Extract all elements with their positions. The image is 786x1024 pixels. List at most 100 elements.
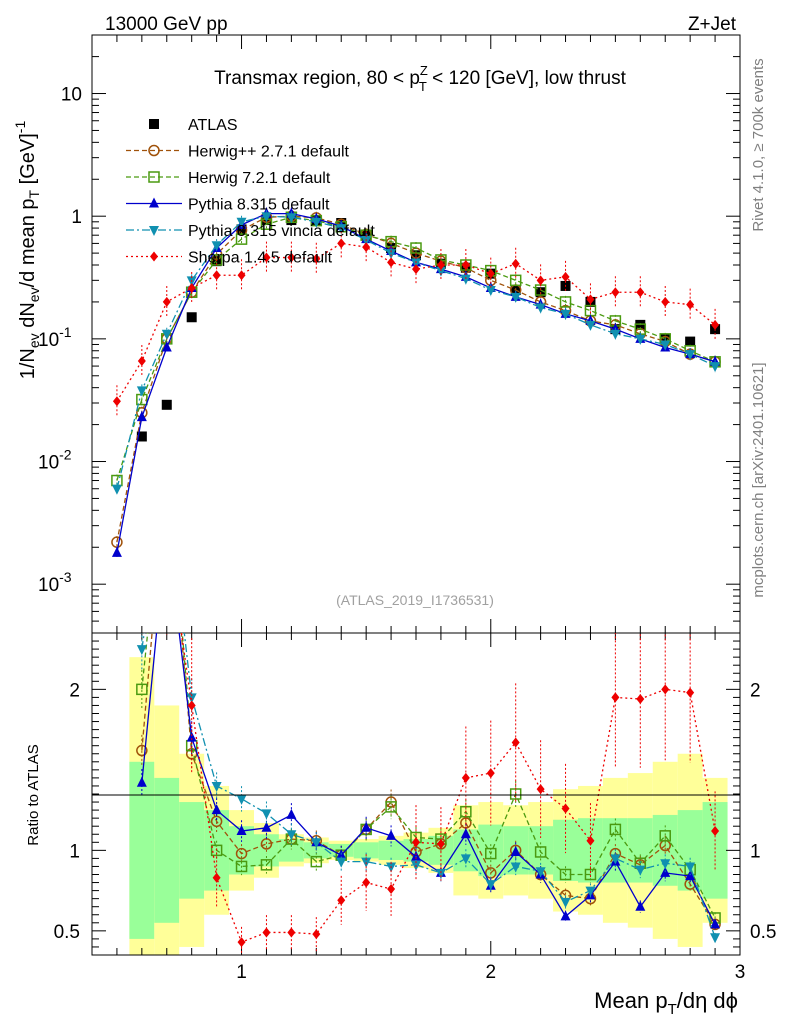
ratio-point-5-19 xyxy=(586,835,595,846)
y-tick-label--3: 10-3 xyxy=(38,569,72,596)
band-inner-10 xyxy=(353,842,379,859)
side-label-top: Rivet 4.1.0, ≥ 700k events xyxy=(750,58,767,231)
ratio-point-4-14 xyxy=(460,854,471,865)
ratio-tick-label-right-0.5: 0.5 xyxy=(750,922,776,943)
legend-marker-3 xyxy=(149,197,159,208)
ratio-point-4-8 xyxy=(311,838,322,849)
point-5-0 xyxy=(112,396,121,407)
ratio-point-5-6 xyxy=(262,927,271,938)
ratio-point-1-4 xyxy=(210,815,223,828)
ratio-point-3-12 xyxy=(411,850,421,861)
legend-label-3: Pythia 8.315 default xyxy=(188,197,330,214)
ratio-series-4 xyxy=(136,633,721,944)
ratio-point-5-17 xyxy=(536,784,545,795)
ratio-y-axis-label: Ratio to ATLAS xyxy=(25,744,42,845)
x-tick-label-3: 3 xyxy=(735,962,746,983)
chart-title: Transmax region, 80 < pZ T < 120 [GeV], l… xyxy=(214,63,626,94)
point-5-8 xyxy=(312,253,321,264)
ratio-point-2-4 xyxy=(210,844,223,857)
chart-title-sup: Z xyxy=(420,63,428,78)
point-2-5 xyxy=(235,233,248,245)
point-4-21 xyxy=(635,334,646,345)
ratio-point-3-5 xyxy=(236,825,247,836)
main-axis-ticks: 10 1 10-1 10-2 10-3 xyxy=(38,34,741,634)
ratio-point-5-22 xyxy=(661,684,670,695)
ratio-point-4-1 xyxy=(136,645,147,656)
point-5-20 xyxy=(611,287,620,298)
ratio-point-3-10 xyxy=(361,821,372,832)
ratio-point-2-1 xyxy=(136,683,148,696)
point-4-15 xyxy=(485,286,496,297)
ratio-point-4-15 xyxy=(485,880,496,891)
legend: ATLAS Herwig++ 2.7.1 default Herwig 7.2.1 … xyxy=(126,117,375,267)
ratio-tick-label-right-2: 2 xyxy=(750,680,761,701)
chart-title-post: < 120 [GeV], low thrust xyxy=(427,68,627,89)
band-inner-3 xyxy=(179,802,205,899)
y-tick-label--1: 10-1 xyxy=(38,324,72,351)
legend-marker-4 xyxy=(149,226,159,236)
ratio-point-2-8 xyxy=(310,855,323,868)
point-4-2 xyxy=(161,329,172,340)
point-4-16 xyxy=(510,292,521,303)
point-4-19 xyxy=(585,320,596,331)
legend-marker-0 xyxy=(149,119,159,129)
y-tick-label-1: 10 xyxy=(61,85,82,106)
ratio-point-2-20 xyxy=(609,823,622,836)
ratio-point-5-13 xyxy=(436,838,445,849)
ratio-point-4-4 xyxy=(211,781,222,792)
side-label-bottom: mcplots.cern.ch [arXiv:2401.10621] xyxy=(750,362,767,597)
ratio-point-5-24 xyxy=(711,826,720,837)
y-tick-label-0: 1 xyxy=(71,207,82,228)
legend-label-2: Herwig 7.2.1 default xyxy=(188,170,331,187)
ratio-point-3-6 xyxy=(261,821,272,832)
legend-label-4: Pythia 8.315 vincia default xyxy=(188,223,375,240)
ratio-point-3-14 xyxy=(460,828,471,839)
ratio-point-1-6 xyxy=(260,838,273,850)
ratio-point-5-12 xyxy=(412,837,420,848)
legend-marker-5 xyxy=(150,251,158,262)
header-left: 13000 GeV pp xyxy=(105,14,228,35)
ratio-point-3-24 xyxy=(710,918,721,929)
ratio-point-4-6 xyxy=(261,809,272,820)
point-5-11 xyxy=(387,257,396,268)
point-5-5 xyxy=(237,270,246,281)
legend-marker-2 xyxy=(148,171,160,183)
band-inner-11 xyxy=(378,840,404,861)
ratio-point-5-18 xyxy=(561,803,570,814)
point-2-18 xyxy=(559,296,572,308)
x-tick-label-1: 1 xyxy=(236,962,247,983)
ratio-point-2-11 xyxy=(385,801,397,813)
point-5-1 xyxy=(137,355,146,366)
point-4-12 xyxy=(411,258,421,269)
ratio-point-3-4 xyxy=(211,804,222,815)
ratio-point-5-23 xyxy=(686,687,695,698)
legend-label-1: Herwig++ 2.7.1 default xyxy=(188,144,350,161)
ratio-point-3-16 xyxy=(510,845,521,856)
point-4-8 xyxy=(311,217,322,228)
series-5 xyxy=(112,227,720,418)
point-3-1 xyxy=(136,411,147,422)
ratio-series-5 xyxy=(166,633,720,955)
ratio-point-4-21 xyxy=(635,865,646,876)
band-inner-1 xyxy=(129,761,155,939)
ratio-tick-label-1: 1 xyxy=(69,841,80,862)
ratio-point-4-18 xyxy=(560,897,571,908)
ratio-point-4-23 xyxy=(685,862,696,873)
y-tick-label--2: 10-2 xyxy=(38,447,72,474)
ratio-line-5 xyxy=(180,633,716,943)
chart-title-pre: Transmax region, 80 < p xyxy=(214,68,420,89)
point-5-22 xyxy=(661,296,670,307)
ratio-tick-label-2: 2 xyxy=(69,680,80,701)
ratio-point-3-7 xyxy=(286,808,297,819)
point-5-21 xyxy=(636,287,645,298)
point-4-17 xyxy=(535,303,546,314)
ratio-point-5-14 xyxy=(461,772,470,783)
band-inner-24 xyxy=(702,802,728,899)
ratio-line-4 xyxy=(141,633,716,938)
ratio-point-5-4 xyxy=(212,872,221,883)
ratio-line-1 xyxy=(141,633,716,925)
point-0-1 xyxy=(136,431,147,442)
point-5-24 xyxy=(711,319,720,330)
point-5-14 xyxy=(461,260,470,271)
legend-label-5: Sherpa 1.4.5 default xyxy=(188,250,333,267)
